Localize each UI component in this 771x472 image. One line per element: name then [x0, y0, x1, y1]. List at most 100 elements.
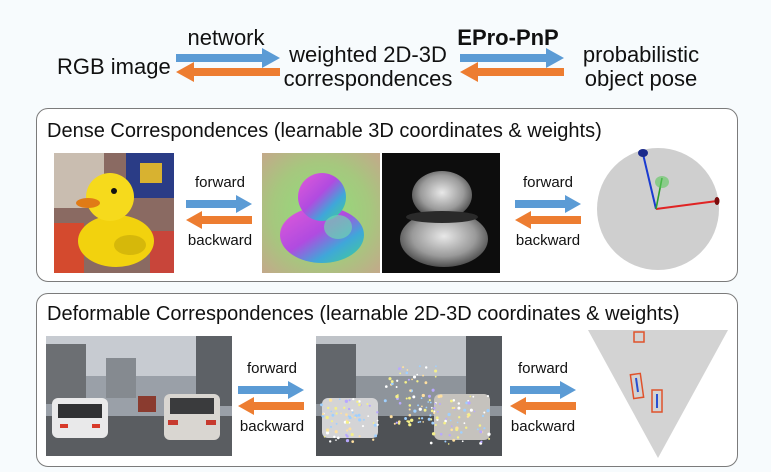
correspondence-point — [412, 395, 416, 399]
correspondence-point — [323, 435, 326, 438]
correspondence-point — [417, 421, 420, 424]
heading-icon — [635, 377, 639, 393]
deformable-forward-label-2: forward — [517, 360, 569, 377]
correspondence-point — [358, 403, 361, 407]
correspondence-point — [483, 411, 486, 414]
correspondence-point — [345, 439, 350, 443]
forward-arrow-icon — [176, 48, 280, 68]
correspondence-point — [450, 425, 453, 428]
backward-arrow-icon — [460, 62, 564, 82]
correspondence-point — [418, 365, 421, 368]
dense-backward-label-1: backward — [187, 232, 253, 249]
correspondence-point — [444, 440, 447, 443]
axis-blue — [642, 153, 657, 210]
correspondence-point — [416, 380, 419, 383]
correspondence-point — [411, 378, 413, 381]
correspondence-point — [437, 395, 441, 399]
rgb-image-label: RGB image — [57, 54, 171, 79]
correspondence-point — [348, 415, 352, 420]
correspondence-point — [467, 399, 470, 402]
correspondence-point — [455, 428, 459, 432]
correspondence-point — [454, 408, 456, 411]
coordinate-map-illustration — [262, 153, 380, 273]
correspondence-point — [423, 408, 427, 412]
street-rgb-image — [46, 336, 232, 456]
correspondence-point — [421, 405, 423, 408]
forward-arrow-icon — [238, 381, 304, 399]
pose-distribution-sphere — [597, 148, 720, 270]
correspondence-point — [405, 371, 409, 375]
correspondence-point — [463, 422, 466, 425]
correspondence-point — [444, 419, 447, 423]
deformable-panel-title: Deformable Correspondences (learnable 2D… — [47, 303, 680, 325]
red-density — [714, 197, 720, 205]
correspondence-point — [350, 433, 354, 437]
correspondence-point — [326, 428, 330, 432]
dense-weight-map — [382, 153, 500, 273]
correspondence-point — [431, 432, 436, 436]
correspondence-point — [389, 415, 393, 419]
forward-arrow-icon — [460, 48, 564, 68]
correspondence-point — [408, 413, 412, 417]
correspondence-point — [366, 403, 369, 405]
correspondence-point — [334, 406, 338, 410]
correspondence-point — [372, 438, 375, 441]
correspondence-point — [408, 423, 412, 427]
correspondence-point — [396, 379, 399, 382]
correspondence-point — [408, 404, 412, 407]
correspondence-point — [418, 407, 422, 411]
correspondence-point — [413, 409, 417, 413]
correspondence-point — [330, 420, 334, 423]
dense-arrows-1 — [186, 195, 252, 229]
correspondence-point — [467, 401, 471, 405]
correspondence-point — [422, 421, 425, 423]
correspondence-point — [384, 385, 388, 388]
correspondence-point — [367, 415, 370, 417]
correspondence-point — [395, 421, 398, 424]
correspondence-point — [372, 422, 375, 424]
correspondence-point — [408, 396, 411, 400]
duck-rgb-image — [54, 153, 174, 273]
dense-backward-label-2: backward — [515, 232, 581, 249]
correspondence-point — [424, 366, 428, 369]
deformable-arrows-2 — [510, 381, 576, 415]
vehicle-box-icon — [633, 331, 645, 343]
correspondence-point — [452, 438, 456, 442]
correspondence-point — [329, 425, 333, 428]
duck-illustration — [54, 153, 174, 273]
correspondence-point — [390, 382, 394, 386]
correspondence-point — [338, 398, 341, 401]
correspondence-point — [480, 440, 483, 443]
correspondence-point — [321, 412, 325, 416]
correspondence-point — [348, 399, 351, 402]
correspondence-point — [410, 418, 414, 422]
correspondence-point — [421, 393, 425, 398]
correspondence-point — [373, 423, 377, 427]
correspondence-point — [408, 408, 411, 411]
vehicle-box-icon — [629, 372, 645, 400]
deformable-backward-label-1: backward — [239, 418, 305, 435]
correspondence-point — [420, 397, 423, 400]
correspondence-point — [439, 432, 443, 436]
street-correspondence-points-image — [316, 336, 502, 456]
probabilistic-label-line1: probabilistic — [582, 42, 700, 67]
forward-arrow-icon — [186, 195, 252, 213]
deformable-backward-label-2: backward — [510, 418, 576, 435]
correspondence-point — [376, 419, 379, 422]
correspondence-point — [457, 406, 461, 410]
correspondence-point — [479, 430, 483, 434]
epro-pnp-label: EPro-PnP — [457, 25, 559, 50]
correspondence-point — [425, 406, 428, 409]
header-arrows-epro — [460, 48, 564, 82]
correspondence-point — [399, 372, 402, 375]
correspondence-point — [331, 413, 335, 417]
correspondence-point — [486, 409, 490, 413]
correspondence-point — [488, 437, 491, 440]
correspondence-point — [434, 375, 437, 378]
correspondence-point — [434, 369, 438, 373]
correspondence-point — [427, 394, 432, 398]
correspondence-point — [345, 413, 348, 416]
correspondence-point — [390, 380, 394, 383]
correspondence-points-illustration — [316, 336, 502, 456]
correspondence-point — [434, 402, 437, 405]
